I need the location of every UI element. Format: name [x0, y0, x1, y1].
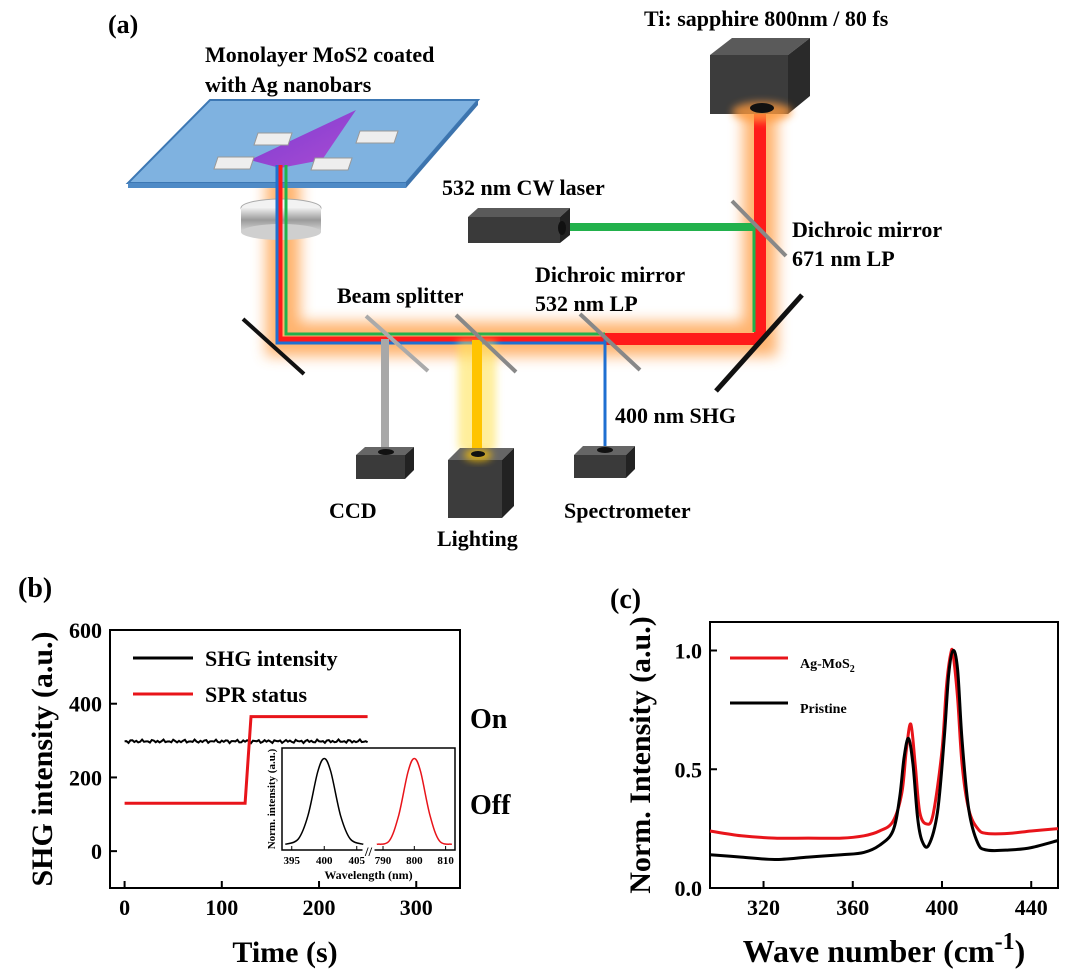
b-y-tick-label: 600: [69, 618, 102, 643]
b-x-axis-label: Time (s): [232, 936, 337, 969]
dichroic-mirror-532: [578, 312, 642, 372]
cw-laser-label: 532 nm CW laser: [442, 175, 605, 200]
panel-b: (b) 0 100 200 300 0 200 400 600 Time (s) SHG inte…: [18, 573, 511, 969]
c-x-tick-label: 400: [926, 895, 959, 920]
inset-x-tick-label: 395: [284, 855, 301, 867]
shg-label: 400 nm SHG: [615, 403, 736, 428]
b-x-tick-label: 0: [119, 895, 130, 920]
ag-nanobars: [213, 130, 399, 171]
ti-sapphire-laser-box: [710, 38, 810, 122]
spectrometer-box: [574, 446, 635, 478]
panel-a-label: (a): [108, 10, 138, 39]
beams: [275, 108, 766, 450]
ccd-box: [356, 447, 414, 479]
c-y-axis-label: Norm. Intensity (a.u.): [624, 616, 657, 894]
c-y-tick-label: 0.5: [675, 757, 703, 782]
beam-splitter-label: Beam splitter: [337, 283, 464, 308]
c-x-tick-label: 320: [747, 895, 780, 920]
b-y-tick-label: 200: [69, 765, 102, 790]
c-series-ag-mos2: [709, 647, 1059, 840]
combined-beam: [277, 165, 605, 342]
c-x-tick-label: 440: [1015, 895, 1048, 920]
inset-frame: [281, 747, 456, 851]
panel-a-labels: Ti: sapphire 800nm / 80 fs Monolayer MoS…: [205, 6, 942, 551]
inset-x-tick-label: 790: [375, 855, 392, 867]
panel-b-on-label: On: [470, 704, 508, 735]
beam-splitter-2: [454, 313, 518, 374]
panel-b-label: (b): [18, 573, 52, 604]
b-y-tick-label: 0: [91, 839, 102, 864]
lighting-box: [448, 448, 514, 518]
mirrors: [241, 199, 804, 393]
inset-x-tick-label: 405: [349, 855, 366, 867]
inset-axis-break-mark: //: [364, 844, 373, 859]
panel-c-plot: 320 360 400 440 0.0 0.5 1.0 Wave number (cm-1) N…: [624, 616, 1059, 969]
beam-splitter-1: [364, 314, 430, 373]
sample-substrate: [125, 99, 481, 188]
b-x-tick-label: 300: [400, 895, 433, 920]
cw-laser-box: [468, 208, 570, 243]
dichroic-mirror-671: [730, 199, 788, 258]
inset-x-axis-label: Wavelength (nm): [324, 868, 412, 882]
dichroic-532-label-line2: 532 nm LP: [535, 291, 638, 316]
lighting-label: Lighting: [437, 526, 518, 551]
inset-y-axis-label: Norm. intensity (a.u.): [266, 748, 278, 849]
c-y-tick-label: 1.0: [675, 639, 703, 664]
lighting-beam: [472, 340, 482, 450]
c-x-tick-label: 360: [836, 895, 869, 920]
inset-series-shg: [285, 757, 364, 846]
inset-x-tick-label: 810: [437, 855, 454, 867]
panel-a: (a): [108, 6, 942, 551]
spectrometer-label: Spectrometer: [564, 498, 691, 523]
ccd-beam: [381, 339, 389, 449]
panel-b-plot: 0 100 200 300 0 200 400 600 Time (s) SHG intensit…: [26, 618, 461, 969]
b-x-tick-label: 100: [205, 895, 238, 920]
dichroic-671-label-line2: 671 nm LP: [792, 246, 895, 271]
c-y-tick-label: 0.0: [675, 876, 703, 901]
panel-b-off-label: Off: [470, 790, 511, 821]
b-plot-frame: [109, 629, 461, 889]
b-legend-label-shg: SHG intensity: [205, 646, 338, 671]
inset-x-tick-label: 800: [406, 855, 423, 867]
ti-sapphire-label: Ti: sapphire 800nm / 80 fs: [644, 6, 889, 31]
b-series-shg-intensity: [124, 737, 369, 745]
c-plot-frame: [709, 621, 1059, 889]
dichroic-532-label-line1: Dichroic mirror: [535, 262, 685, 287]
b-x-tick-label: 200: [303, 895, 336, 920]
b-series-spr-status: [124, 715, 368, 805]
purple-beam-cone: [250, 110, 356, 168]
c-x-axis-label: Wave number (cm-1): [743, 929, 1025, 969]
c-legend-label-ag: Ag-MoS2: [800, 657, 855, 675]
b-y-tick-label: 400: [69, 692, 102, 717]
inset-axis-break: [362, 844, 375, 856]
panel-c-label: (c): [610, 584, 641, 615]
panel-c: (c) 320 360 400 440 0.0 0.5 1.0 Wave number (cm…: [610, 584, 1059, 969]
b-legend-label-spr: SPR status: [205, 682, 308, 707]
sample-label-line2: with Ag nanobars: [205, 72, 372, 97]
inset-series-fundamental: [376, 757, 453, 846]
dichroic-671-label-line1: Dichroic mirror: [792, 217, 942, 242]
c-series-pristine: [709, 648, 1059, 862]
c-legend-label-pristine: Pristine: [800, 702, 847, 717]
b-y-axis-label: SHG intensity (a.u.): [26, 631, 59, 886]
ccd-label: CCD: [329, 498, 377, 523]
corner-mirror-right: [714, 293, 804, 393]
sample-label-line1: Monolayer MoS2 coated: [205, 42, 434, 67]
corner-mirror-left: [241, 317, 306, 376]
inset-x-tick-label: 400: [316, 855, 333, 867]
